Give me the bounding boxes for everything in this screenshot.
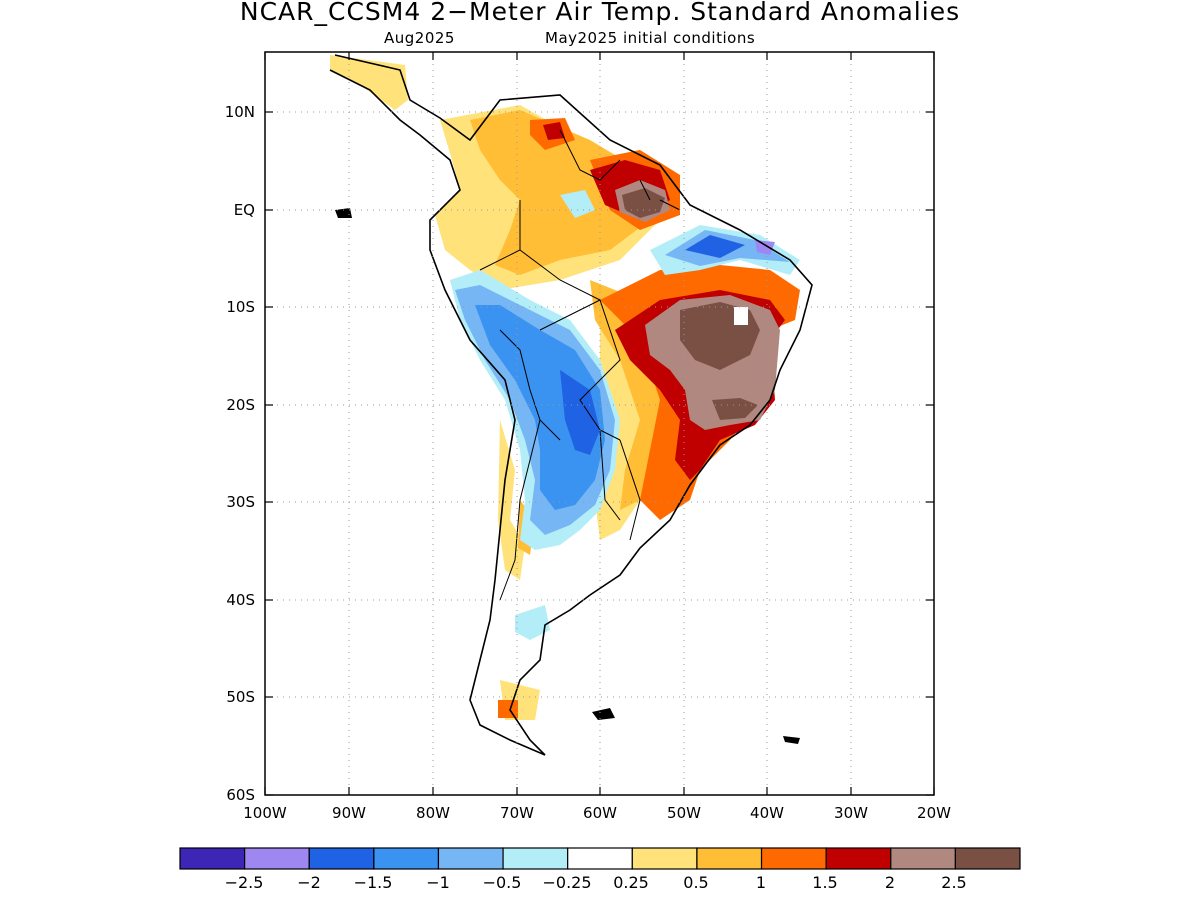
lat-tick-label: 40S — [226, 591, 255, 609]
colorbar — [179, 847, 1021, 870]
anomaly-region — [712, 398, 758, 420]
island — [592, 708, 615, 720]
colorbar-label: 2.5 — [941, 873, 966, 892]
colorbar-labels: −2.5 −2 −1.5 −1 −0.5 −0.25 0.25 0.5 1 1.… — [225, 873, 967, 892]
colorbar-label: −2.5 — [225, 873, 264, 892]
map-title: NCAR_CCSM4 2−Meter Air Temp. Standard An… — [239, 0, 961, 26]
lat-tick-label: 30S — [226, 493, 255, 511]
colorbar-label: 1 — [756, 873, 766, 892]
anomaly-region — [498, 700, 518, 718]
lat-tick-label: EQ — [234, 201, 255, 219]
colorbar-swatch — [631, 847, 698, 870]
longitude-axis: 100W 90W 80W 70W 60W 50W 40W 30W 20W — [243, 804, 951, 822]
target-month-label: Aug2025 — [384, 29, 455, 47]
lon-tick-label: 80W — [416, 804, 450, 822]
colorbar-swatch — [954, 847, 1021, 870]
lon-tick-label: 60W — [583, 804, 617, 822]
island — [335, 208, 352, 218]
lon-tick-label: 100W — [243, 804, 287, 822]
missing-data-patch — [734, 307, 748, 325]
colorbar-label: −1.5 — [354, 873, 393, 892]
colorbar-label: 0.5 — [683, 873, 708, 892]
anomaly-region — [560, 190, 595, 218]
initial-conditions-label: May2025 initial conditions — [545, 29, 756, 47]
axis-ticks — [264, 52, 935, 796]
colorbar-swatch — [890, 847, 956, 870]
colorbar-label: −0.25 — [542, 873, 591, 892]
colorbar-label: −2 — [297, 873, 321, 892]
colorbar-swatch — [244, 847, 310, 870]
colorbar-label: −0.5 — [483, 873, 522, 892]
colorbar-swatch — [437, 847, 504, 870]
country-borders — [479, 129, 681, 601]
lon-tick-label: 30W — [834, 804, 868, 822]
coastline — [329, 54, 813, 756]
anomaly-region — [685, 235, 745, 258]
colorbar-swatch — [567, 847, 633, 870]
colorbar-swatch — [502, 847, 569, 870]
lon-tick-label: 40W — [750, 804, 784, 822]
anomaly-region — [543, 122, 565, 140]
colorbar-label: 0.25 — [613, 873, 649, 892]
lon-tick-label: 90W — [332, 804, 366, 822]
colorbar-label: 1.5 — [812, 873, 837, 892]
anomaly-region — [475, 305, 605, 510]
colorbar-swatch — [308, 847, 375, 870]
lat-tick-label: 50S — [226, 688, 255, 706]
lat-tick-label: 10S — [226, 298, 255, 316]
colorbar-label: 2 — [885, 873, 895, 892]
anomaly-region — [622, 188, 665, 218]
lon-tick-label: 20W — [917, 804, 951, 822]
anomaly-region — [755, 240, 775, 255]
anomaly-region — [470, 110, 650, 275]
lon-tick-label: 50W — [667, 804, 701, 822]
colorbar-swatch — [825, 847, 892, 870]
lat-tick-label: 60S — [226, 786, 255, 804]
latitude-axis: 10N EQ 10S 20S 30S 40S 50S 60S — [225, 103, 255, 804]
colorbar-swatch — [696, 847, 763, 870]
lat-tick-label: 10N — [225, 103, 255, 121]
colorbar-label: −1 — [426, 873, 450, 892]
colorbar-swatch — [373, 847, 440, 870]
anomaly-region — [515, 605, 550, 640]
anomaly-region — [498, 420, 525, 580]
anomaly-region — [330, 55, 408, 110]
anomaly-region — [560, 370, 600, 455]
colorbar-swatch — [760, 847, 827, 870]
lon-tick-label: 70W — [500, 804, 534, 822]
island — [783, 736, 800, 744]
colorbar-swatch — [179, 847, 246, 870]
lat-tick-label: 20S — [226, 396, 255, 414]
